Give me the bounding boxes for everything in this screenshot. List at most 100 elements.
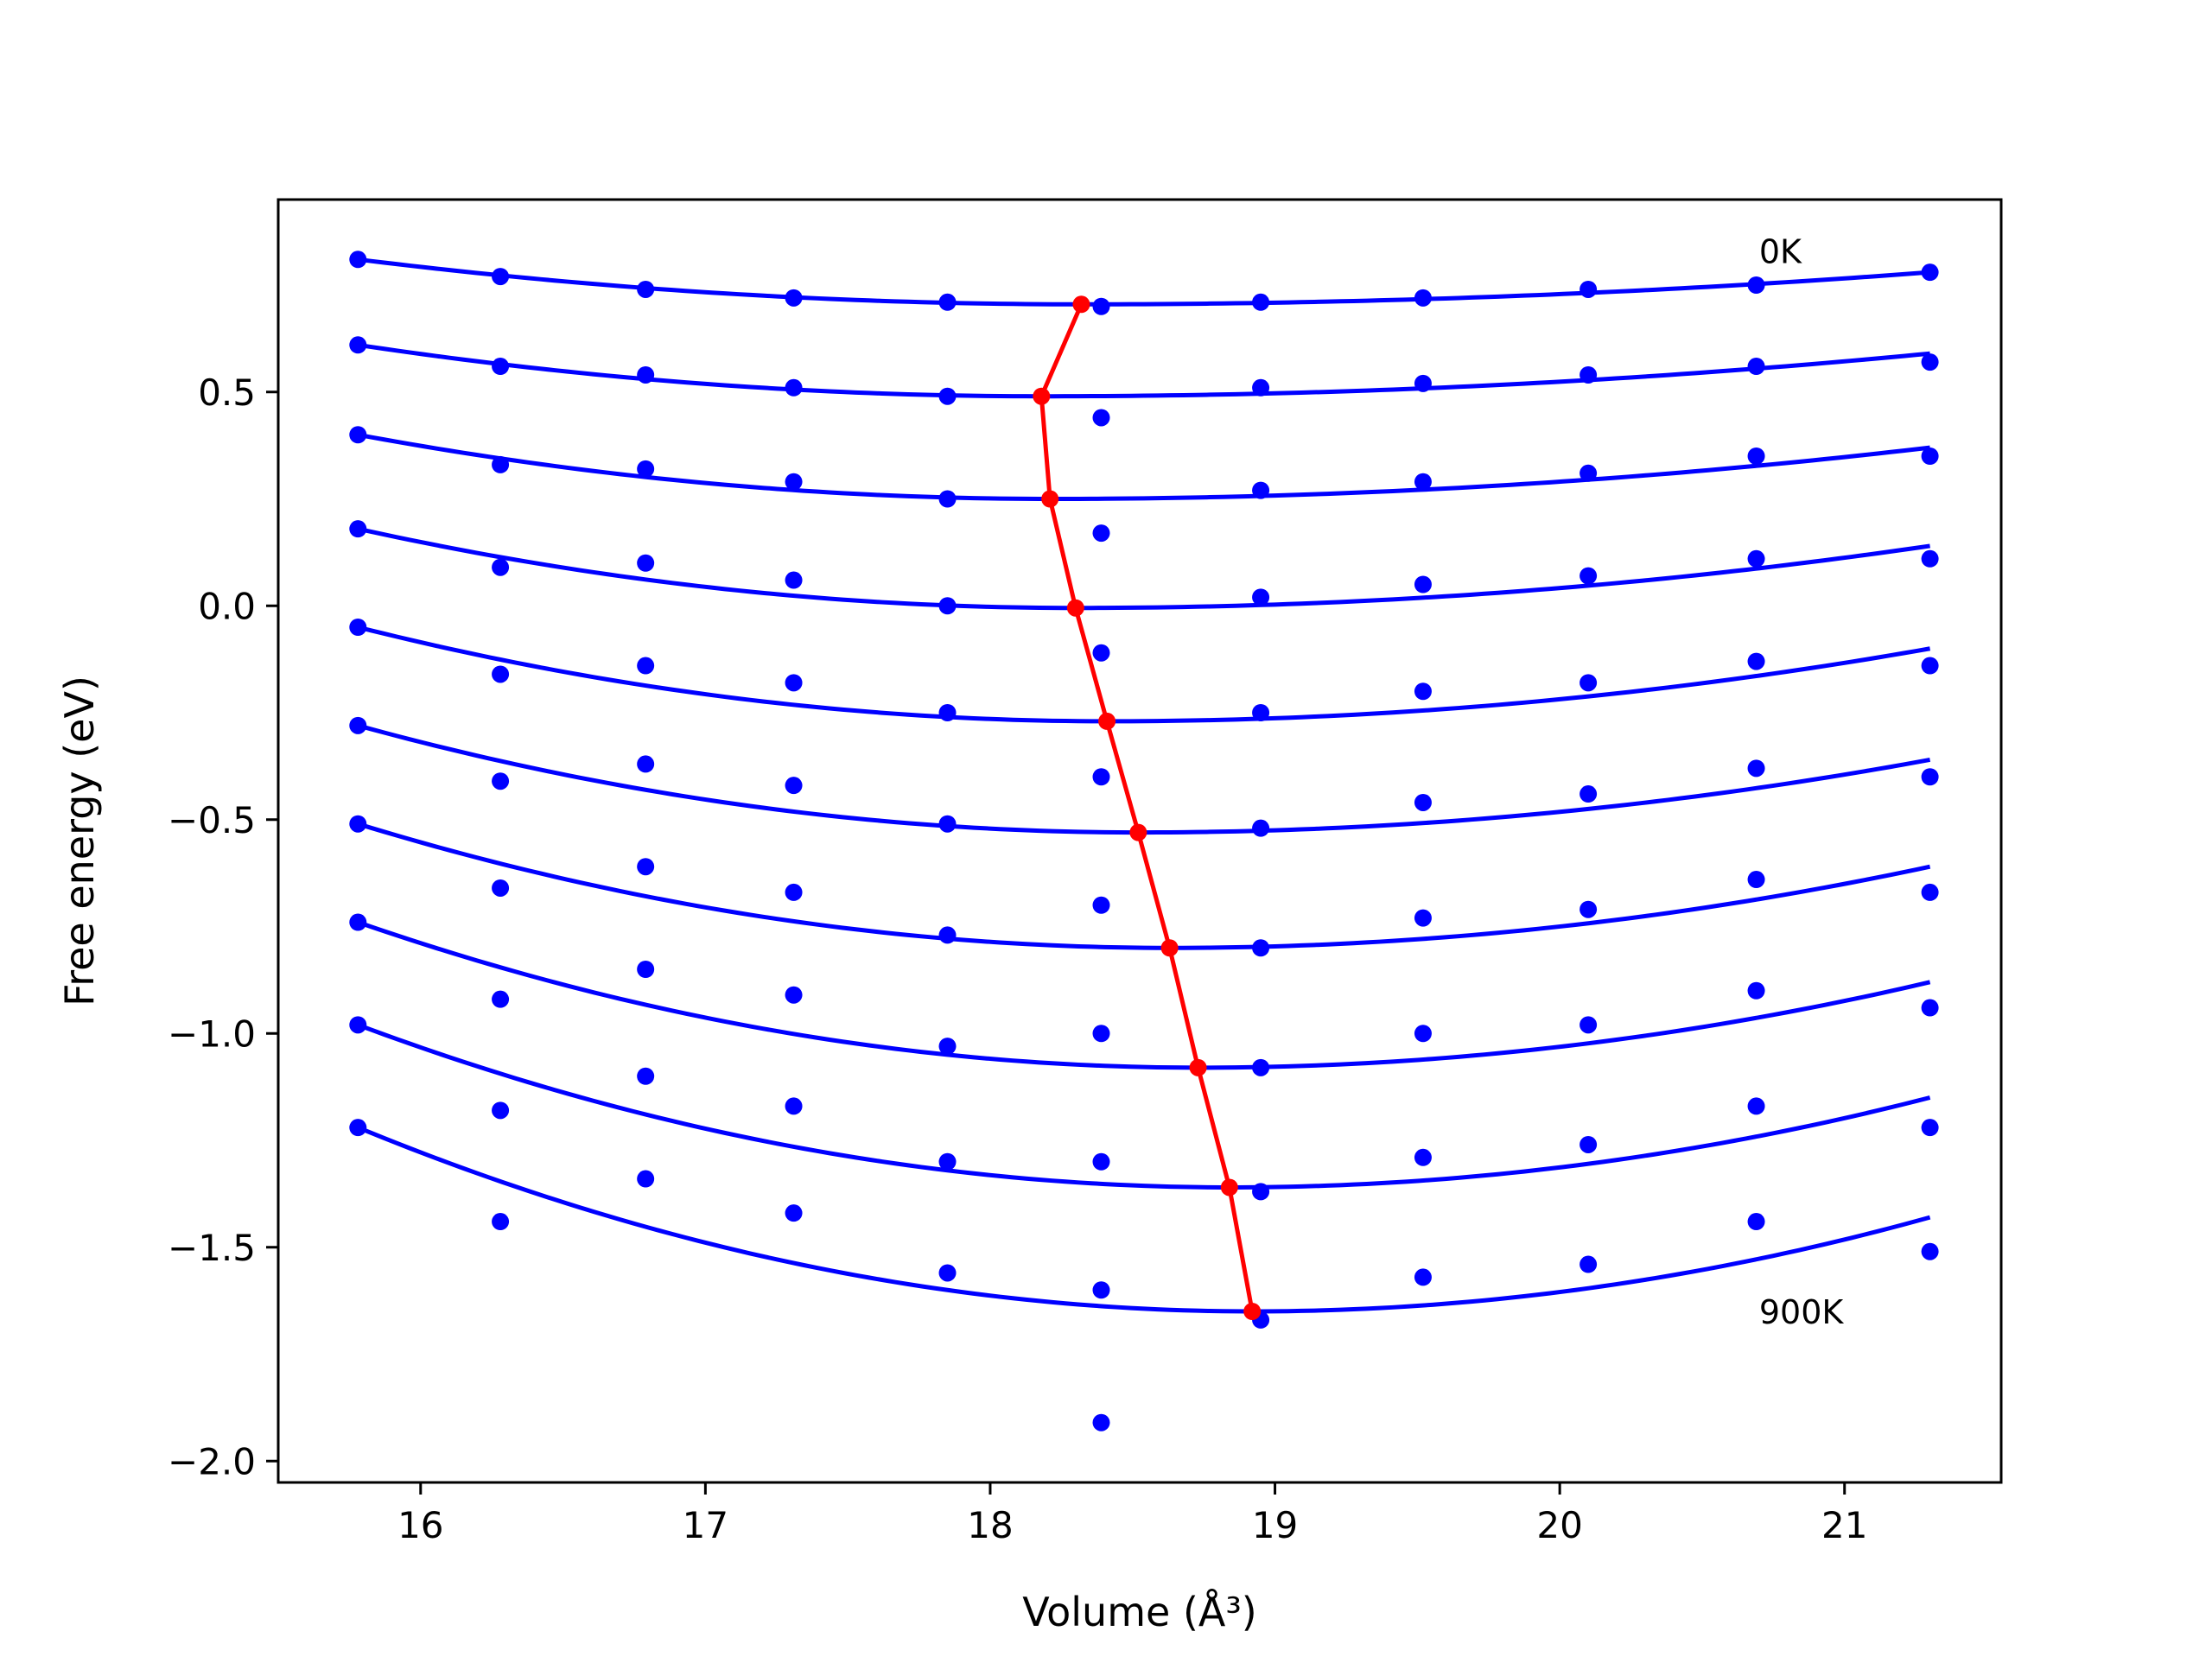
minimum-point — [1098, 712, 1116, 730]
y-tick-label: 0.0 — [198, 585, 256, 627]
data-point — [1580, 365, 1598, 384]
x-tick-label: 17 — [683, 1504, 728, 1546]
temperature-annotation: 0K — [1759, 232, 1802, 270]
data-point — [785, 571, 803, 589]
data-point — [785, 1204, 803, 1222]
data-point — [1092, 1281, 1110, 1299]
temperature-annotation: 900K — [1759, 1293, 1845, 1331]
minimum-path — [1039, 303, 1255, 1312]
minimum-point — [1243, 1303, 1262, 1320]
data-point — [349, 336, 367, 354]
data-point — [1414, 909, 1432, 927]
fit-curve-0 — [357, 257, 1930, 307]
data-point — [1921, 1119, 1939, 1137]
data-point — [1921, 999, 1939, 1017]
data-point — [1921, 768, 1939, 786]
data-point — [785, 473, 803, 491]
y-tick-label: −0.5 — [168, 799, 256, 841]
data-point — [1414, 1148, 1432, 1166]
data-point — [1092, 896, 1110, 914]
data-point — [637, 1067, 655, 1085]
data-point — [492, 879, 510, 897]
data-point — [1252, 819, 1270, 837]
data-point — [637, 858, 655, 876]
data-point — [785, 986, 803, 1004]
data-point — [349, 913, 367, 931]
data-point — [637, 657, 655, 675]
data-point — [785, 378, 803, 397]
data-point — [637, 755, 655, 773]
axes: 16 17 18 19 20 21 0.5 0.0 −0.5 −1.0 −1.5 −2.0 Volume… — [56, 198, 2003, 1635]
y-axis-title: Free energy (eV) — [56, 676, 103, 1006]
fit-curve-7 — [357, 920, 1931, 1070]
data-point — [1580, 567, 1598, 585]
minimum-point — [1066, 599, 1084, 617]
y-tick-label: −1.5 — [168, 1227, 256, 1269]
data-point — [349, 1119, 367, 1137]
data-point — [785, 883, 803, 901]
data-point — [1747, 358, 1765, 376]
data-point — [1580, 1135, 1598, 1153]
data-point — [1921, 549, 1939, 568]
y-tick-label: 0.5 — [198, 371, 256, 414]
data-point — [785, 289, 803, 307]
data-point — [492, 455, 510, 473]
data-point — [492, 358, 510, 376]
data-point — [1252, 588, 1270, 606]
minimum-point — [1160, 939, 1179, 957]
x-tick-label: 18 — [967, 1504, 1013, 1546]
data-point — [1252, 1183, 1270, 1201]
x-tick-label: 20 — [1536, 1504, 1582, 1546]
data-point — [1414, 374, 1432, 392]
fit-curve-1 — [357, 342, 1930, 399]
data-point — [1414, 575, 1432, 593]
fit-curve-8 — [357, 1023, 1931, 1190]
data-point — [492, 558, 510, 576]
data-point — [1414, 793, 1432, 811]
data-point — [1580, 785, 1598, 803]
data-point — [1747, 549, 1765, 568]
data-point — [492, 1213, 510, 1231]
data-point — [1747, 652, 1765, 670]
data-point — [938, 293, 957, 311]
data-point — [938, 490, 957, 508]
data-point — [492, 268, 510, 286]
data-point — [1921, 657, 1939, 675]
data-point — [1580, 674, 1598, 692]
data-point — [349, 815, 367, 833]
data-point — [1580, 464, 1598, 482]
data-point — [1580, 900, 1598, 918]
data-point — [1747, 871, 1765, 889]
data-point — [785, 674, 803, 692]
minimum-point — [1189, 1058, 1207, 1076]
data-point — [938, 926, 957, 944]
x-axis-title: Volume (Å³) — [1022, 1589, 1257, 1635]
fit-curve-3 — [357, 526, 1930, 611]
data-point — [938, 387, 957, 405]
data-point — [1252, 1058, 1270, 1076]
data-point — [349, 1016, 367, 1034]
data-point — [1092, 297, 1110, 315]
fit-curve-4 — [357, 625, 1931, 724]
data-points — [349, 251, 1939, 1431]
data-point — [938, 1038, 957, 1056]
annotations: 0K 900K — [1759, 232, 1845, 1331]
fit-curve-6 — [357, 822, 1931, 950]
data-point — [1092, 1025, 1110, 1043]
data-point — [785, 777, 803, 795]
fit-curve-9 — [357, 1125, 1931, 1314]
data-point — [1747, 276, 1765, 294]
data-point — [1252, 293, 1270, 311]
data-point — [1092, 644, 1110, 662]
data-point — [1580, 280, 1598, 298]
data-point — [637, 460, 655, 478]
data-point — [1252, 378, 1270, 397]
data-point — [938, 597, 957, 615]
data-point — [1921, 353, 1939, 371]
data-point — [938, 704, 957, 721]
data-point — [492, 665, 510, 683]
data-point — [349, 716, 367, 734]
